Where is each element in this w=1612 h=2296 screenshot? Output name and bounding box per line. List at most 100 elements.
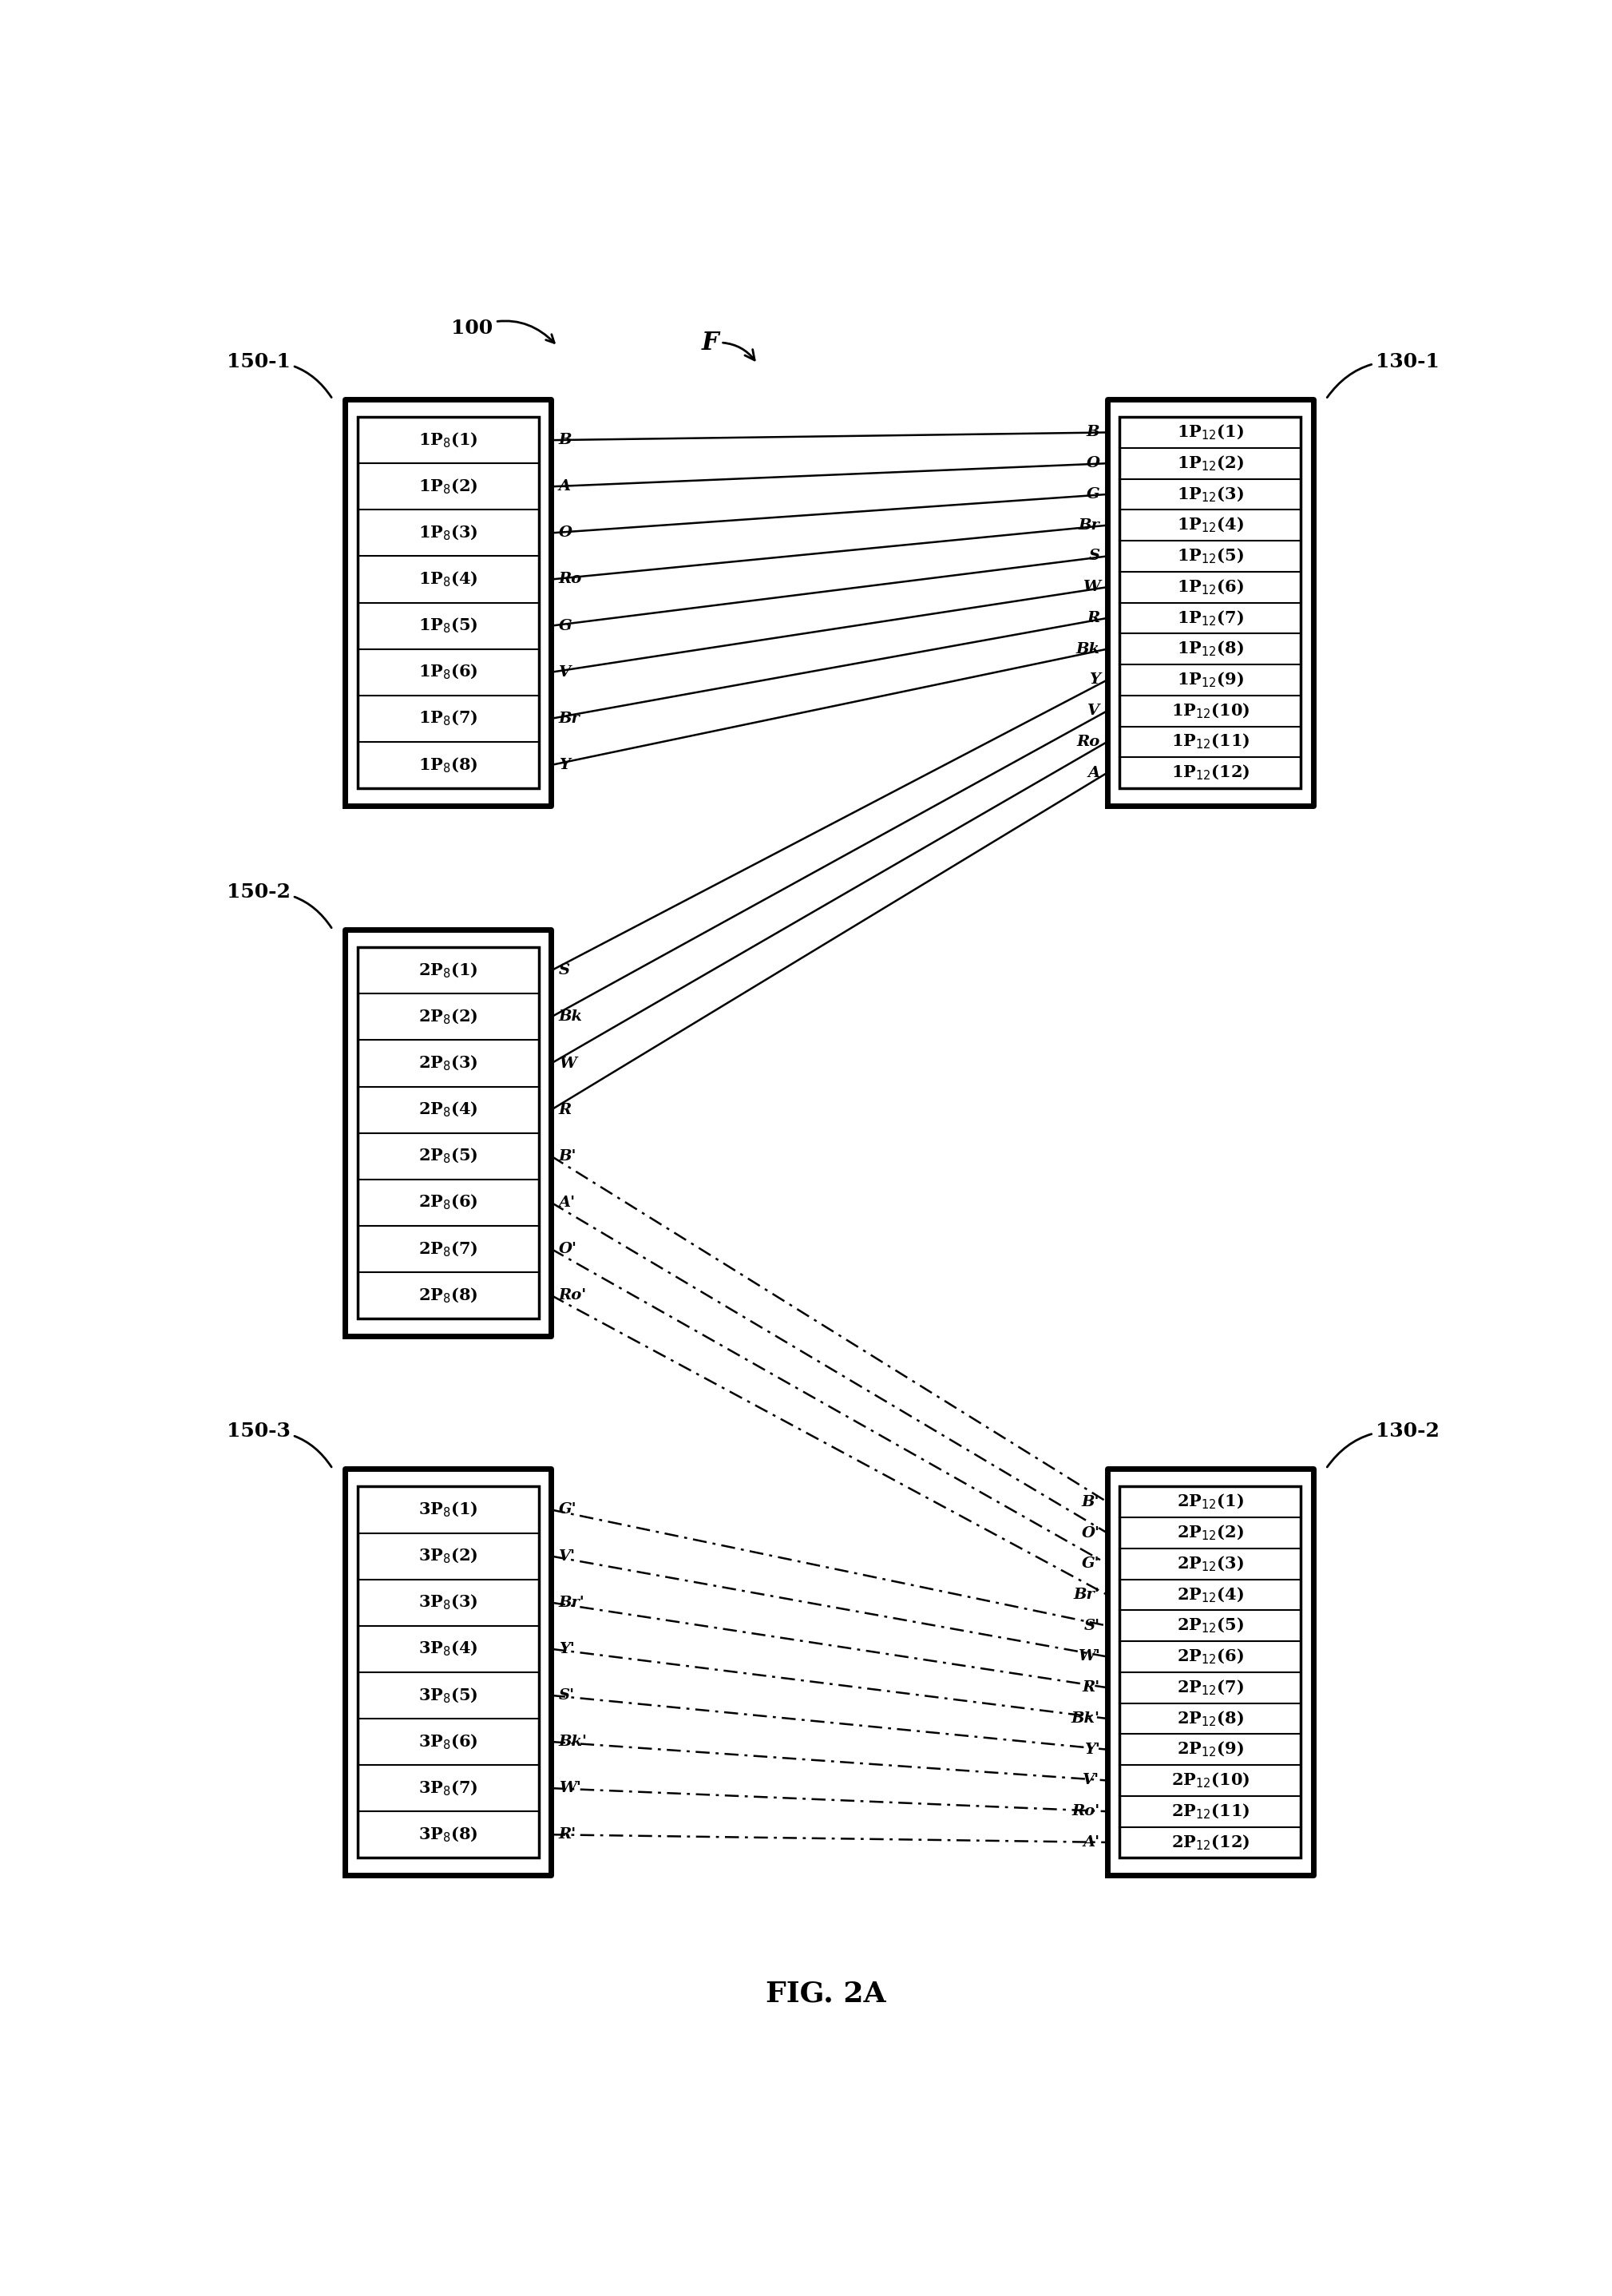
Text: Ro': Ro': [559, 1288, 587, 1302]
Text: 130-1: 130-1: [1327, 351, 1440, 397]
Text: S': S': [1083, 1619, 1099, 1632]
Text: Y: Y: [559, 758, 571, 771]
Text: 2P$_8$(1): 2P$_8$(1): [419, 962, 479, 980]
Text: 2P$_{12}$(9): 2P$_{12}$(9): [1177, 1740, 1244, 1759]
Text: 1P$_{12}$(8): 1P$_{12}$(8): [1177, 641, 1244, 659]
Text: G': G': [559, 1502, 577, 1518]
Bar: [1120, 418, 1301, 788]
Text: 2P$_{12}$(3): 2P$_{12}$(3): [1177, 1554, 1244, 1573]
Text: Br': Br': [559, 1596, 585, 1609]
Text: O: O: [1086, 457, 1099, 471]
Text: 2P$_{12}$(8): 2P$_{12}$(8): [1177, 1708, 1244, 1729]
Text: 2P$_{12}$(11): 2P$_{12}$(11): [1170, 1802, 1249, 1821]
Text: W: W: [1082, 581, 1099, 595]
Text: R: R: [559, 1102, 572, 1116]
Text: 3P$_8$(5): 3P$_8$(5): [419, 1685, 479, 1704]
Text: Bk': Bk': [1070, 1711, 1099, 1727]
Text: 1P$_{12}$(9): 1P$_{12}$(9): [1177, 670, 1244, 689]
Text: Bk': Bk': [559, 1733, 587, 1750]
Text: 3P$_8$(4): 3P$_8$(4): [419, 1639, 479, 1658]
Text: Ro: Ro: [559, 572, 582, 585]
Text: 1P$_{12}$(11): 1P$_{12}$(11): [1170, 732, 1249, 751]
Text: 1P$_{12}$(5): 1P$_{12}$(5): [1177, 546, 1244, 565]
Text: S: S: [1088, 549, 1099, 563]
Text: V: V: [559, 666, 571, 680]
Text: V: V: [1088, 703, 1099, 719]
Text: 1P$_8$(4): 1P$_8$(4): [419, 569, 479, 588]
Text: R': R': [1082, 1681, 1099, 1694]
Text: W': W': [1077, 1649, 1099, 1665]
Text: 1P$_8$(2): 1P$_8$(2): [419, 478, 479, 496]
Text: V': V': [559, 1550, 575, 1564]
Text: 1P$_{12}$(6): 1P$_{12}$(6): [1177, 579, 1244, 597]
Bar: [1120, 1486, 1301, 1857]
Text: 2P$_8$(2): 2P$_8$(2): [419, 1008, 479, 1026]
Text: Bk: Bk: [1075, 643, 1099, 657]
Text: R': R': [559, 1828, 577, 1841]
Text: 3P$_8$(2): 3P$_8$(2): [419, 1548, 479, 1566]
Text: 1P$_{12}$(4): 1P$_{12}$(4): [1177, 517, 1244, 535]
Text: 2P$_8$(3): 2P$_8$(3): [419, 1054, 479, 1072]
Text: 2P$_8$(6): 2P$_8$(6): [419, 1194, 479, 1212]
Text: W': W': [559, 1782, 580, 1795]
Text: O': O': [1082, 1527, 1099, 1541]
Text: 1P$_8$(7): 1P$_8$(7): [419, 709, 479, 728]
Text: F: F: [701, 331, 754, 360]
Text: A': A': [559, 1196, 575, 1210]
Text: 150-3: 150-3: [226, 1421, 332, 1467]
Text: 2P$_{12}$(5): 2P$_{12}$(5): [1177, 1616, 1244, 1635]
Text: S': S': [559, 1688, 575, 1704]
Text: B': B': [559, 1148, 577, 1164]
Text: 1P$_8$(8): 1P$_8$(8): [419, 755, 479, 774]
Text: 1P$_8$(5): 1P$_8$(5): [419, 618, 479, 636]
Text: 3P$_8$(3): 3P$_8$(3): [419, 1593, 479, 1612]
Text: 1P$_{12}$(1): 1P$_{12}$(1): [1177, 422, 1244, 441]
Text: FIG. 2A: FIG. 2A: [766, 1981, 887, 2007]
Text: 2P$_8$(4): 2P$_8$(4): [419, 1100, 479, 1118]
Text: 3P$_8$(7): 3P$_8$(7): [419, 1779, 479, 1798]
Text: 1P$_{12}$(3): 1P$_{12}$(3): [1177, 484, 1244, 503]
Text: 2P$_{12}$(12): 2P$_{12}$(12): [1170, 1832, 1249, 1851]
Text: 3P$_8$(1): 3P$_8$(1): [419, 1502, 479, 1520]
Text: 150-2: 150-2: [226, 882, 332, 928]
Text: A': A': [1083, 1835, 1099, 1851]
Text: B: B: [1086, 425, 1099, 439]
Text: 1P$_8$(1): 1P$_8$(1): [419, 432, 479, 450]
Bar: [358, 1486, 538, 1857]
Text: Y': Y': [1083, 1743, 1099, 1756]
Text: Y': Y': [559, 1642, 574, 1655]
Text: 1P$_{12}$(7): 1P$_{12}$(7): [1177, 608, 1244, 627]
Text: Y: Y: [1088, 673, 1099, 687]
Text: 140: 140: [432, 1107, 537, 1127]
Text: G': G': [1082, 1557, 1099, 1570]
Text: A: A: [559, 480, 571, 494]
Text: 1P$_8$(6): 1P$_8$(6): [419, 664, 479, 682]
Text: 2P$_{12}$(7): 2P$_{12}$(7): [1177, 1678, 1244, 1697]
Text: 1P$_{12}$(12): 1P$_{12}$(12): [1170, 765, 1249, 783]
Text: 2P$_8$(5): 2P$_8$(5): [419, 1148, 479, 1166]
Text: 2P$_{12}$(6): 2P$_{12}$(6): [1177, 1649, 1244, 1667]
Text: 2P$_{12}$(10): 2P$_{12}$(10): [1170, 1770, 1249, 1789]
Text: 2P$_{12}$(1): 2P$_{12}$(1): [1177, 1492, 1244, 1511]
Bar: [358, 948, 538, 1318]
Text: Ro': Ro': [1072, 1805, 1099, 1818]
Text: Br': Br': [1074, 1587, 1099, 1603]
Text: V': V': [1083, 1773, 1099, 1789]
Text: 1P$_8$(3): 1P$_8$(3): [419, 523, 479, 542]
Text: A: A: [1088, 765, 1099, 781]
Text: 150-1: 150-1: [226, 351, 332, 397]
Text: 2P$_{12}$(4): 2P$_{12}$(4): [1177, 1587, 1244, 1605]
Text: 2P$_8$(7): 2P$_8$(7): [419, 1240, 479, 1258]
Text: Br: Br: [1078, 519, 1099, 533]
Text: O': O': [559, 1242, 577, 1256]
Text: Bk: Bk: [559, 1010, 584, 1024]
Bar: [358, 418, 538, 788]
Text: 2P$_8$(8): 2P$_8$(8): [419, 1286, 479, 1304]
Text: 100: 100: [451, 319, 555, 342]
Text: 1P$_{12}$(2): 1P$_{12}$(2): [1177, 455, 1244, 473]
Text: S: S: [559, 964, 571, 978]
Text: G: G: [559, 618, 572, 634]
Text: 3P$_8$(6): 3P$_8$(6): [419, 1733, 479, 1752]
Text: 1P$_{12}$(10): 1P$_{12}$(10): [1170, 703, 1249, 721]
Text: Br: Br: [559, 712, 580, 726]
